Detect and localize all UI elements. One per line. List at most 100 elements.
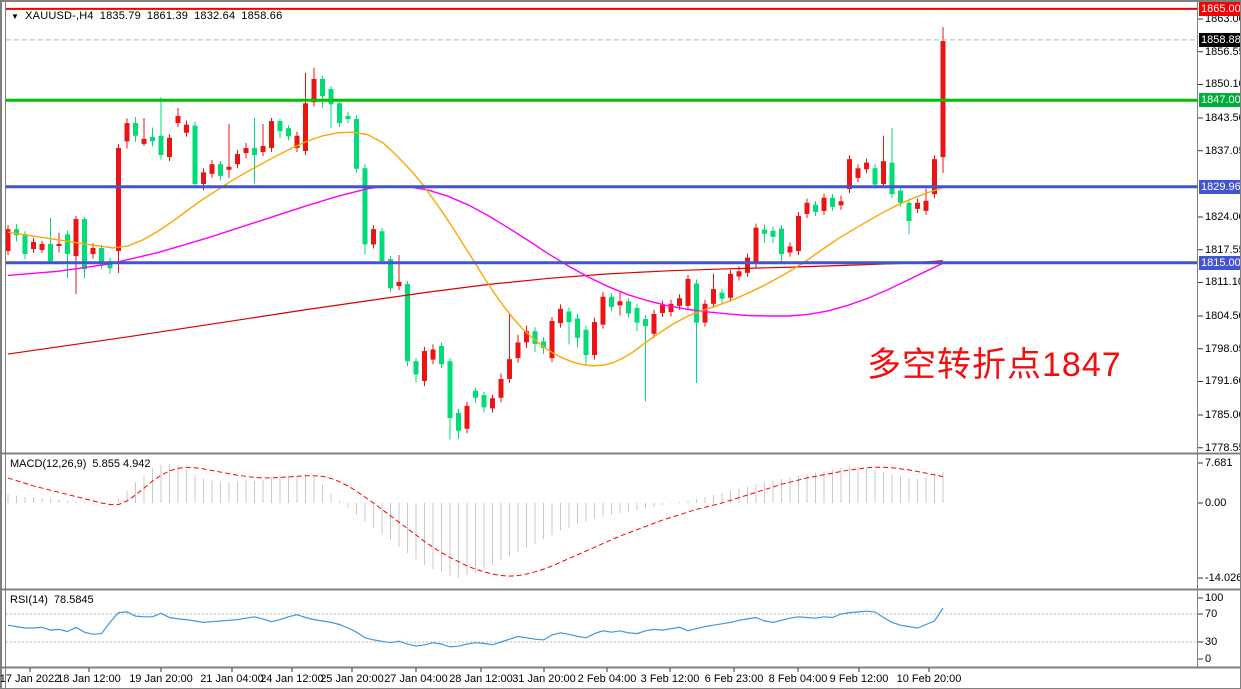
candles-layer xyxy=(5,27,946,440)
rsi-tick-label: 0 xyxy=(1205,653,1212,665)
candle-body xyxy=(175,115,181,124)
rsi-value: 78.5845 xyxy=(53,594,94,606)
candle-body xyxy=(685,278,691,306)
candle-body xyxy=(124,123,130,142)
candle-body xyxy=(889,162,895,195)
ohlc-open: 1835.79 xyxy=(99,10,141,22)
candle-body xyxy=(524,331,529,343)
candle-body xyxy=(39,243,45,251)
candle-body xyxy=(167,137,172,158)
rsi-tick-label: 70 xyxy=(1205,608,1218,620)
price-tick-label: 1856.55 xyxy=(1205,45,1241,58)
candle-body xyxy=(422,351,427,381)
price-tick-label: 1785.00 xyxy=(1205,409,1241,421)
candle-body xyxy=(745,257,750,273)
candle-body xyxy=(923,200,929,211)
candle-body xyxy=(541,341,546,348)
candle-body xyxy=(337,103,342,124)
candle-body xyxy=(779,228,784,255)
candle-body xyxy=(668,303,674,312)
candle-body xyxy=(430,349,436,360)
candle-body xyxy=(116,147,121,252)
candle-body xyxy=(354,119,359,169)
candle-body xyxy=(770,230,776,237)
rsi-tick-label: 30 xyxy=(1205,636,1218,648)
date-label: 21 Jan 04:00 xyxy=(200,673,264,685)
candle-body xyxy=(192,125,198,185)
candle-body xyxy=(711,289,716,304)
candle-body xyxy=(617,301,623,306)
candle-body xyxy=(303,103,308,152)
candle-body xyxy=(65,234,70,255)
candle-body xyxy=(575,318,580,338)
candle-body xyxy=(906,202,912,222)
candle-body xyxy=(218,164,223,176)
candle-body xyxy=(634,307,640,323)
date-label: 19 Jan 20:00 xyxy=(129,673,193,685)
candle-body xyxy=(838,201,844,206)
candle-body xyxy=(473,390,478,398)
candle-body xyxy=(855,168,861,178)
price-tick-label: 1811.10 xyxy=(1205,276,1241,289)
candle-body xyxy=(362,168,368,245)
price-badge: 1829.96 xyxy=(1199,179,1240,194)
ohlc-high: 1861.39 xyxy=(146,10,189,22)
price-tick-label: 1791.60 xyxy=(1205,375,1241,388)
macd-tick-label: -14.026 xyxy=(1205,572,1241,584)
candle-body xyxy=(328,89,334,105)
symbol-timeframe: XAUUSD-,H4 xyxy=(25,10,94,22)
chart-marker-icon: ▼ xyxy=(11,12,20,21)
candle-body xyxy=(592,322,597,356)
price-tick-label: 1798.05 xyxy=(1205,342,1241,355)
candle-body xyxy=(150,136,155,142)
rsi-tick-label: 100 xyxy=(1205,592,1224,604)
candle-body xyxy=(252,147,257,156)
candle-body xyxy=(753,227,759,264)
macd-label: MACD(12,26,9) xyxy=(10,458,87,470)
candle-body xyxy=(14,229,19,236)
ohlc-close: 1858.66 xyxy=(241,10,283,22)
date-label: 25 Jan 20:00 xyxy=(320,673,384,685)
price-tick-label: 1850.10 xyxy=(1205,78,1241,91)
date-label: 10 Feb 20:00 xyxy=(896,673,962,685)
candle-body xyxy=(915,202,920,209)
price-tick-label: 1804.50 xyxy=(1205,310,1241,322)
candle-body xyxy=(728,273,733,298)
candle-body xyxy=(243,147,249,154)
macd-layer xyxy=(7,463,944,578)
candle-body xyxy=(184,124,189,133)
candle-body xyxy=(804,202,810,214)
candle-body xyxy=(226,166,232,170)
candle-body xyxy=(371,229,376,245)
candle-body xyxy=(260,145,266,153)
date-label: 28 Jan 12:00 xyxy=(449,673,513,685)
candle-body xyxy=(311,78,317,103)
price-tick-label: 1817.55 xyxy=(1205,243,1241,256)
candle-body xyxy=(209,164,215,174)
candle-body xyxy=(847,159,852,190)
candle-body xyxy=(609,296,614,307)
candle-body xyxy=(201,172,206,185)
price-tick-label: 1837.05 xyxy=(1205,144,1241,157)
candle-body xyxy=(881,161,886,185)
candle-body xyxy=(549,321,555,359)
moving-averages-layer xyxy=(7,131,944,367)
macd-values: 5.855 4.942 xyxy=(92,458,151,470)
candle-body xyxy=(464,405,470,429)
date-label: 24 Jan 12:00 xyxy=(260,673,324,685)
candle-body xyxy=(864,162,869,170)
ohlc-low: 1832.64 xyxy=(194,10,236,22)
candle-body xyxy=(277,121,283,132)
candle-body xyxy=(320,78,325,97)
candle-body xyxy=(90,247,96,255)
candle-body xyxy=(507,359,512,379)
annotation-text: 多空转折点1847 xyxy=(867,346,1122,384)
macd-tick-label: 7.681 xyxy=(1205,457,1233,469)
date-label: 6 Feb 23:00 xyxy=(704,673,764,685)
candle-body xyxy=(48,243,53,262)
date-label: 9 Feb 12:00 xyxy=(829,673,889,685)
